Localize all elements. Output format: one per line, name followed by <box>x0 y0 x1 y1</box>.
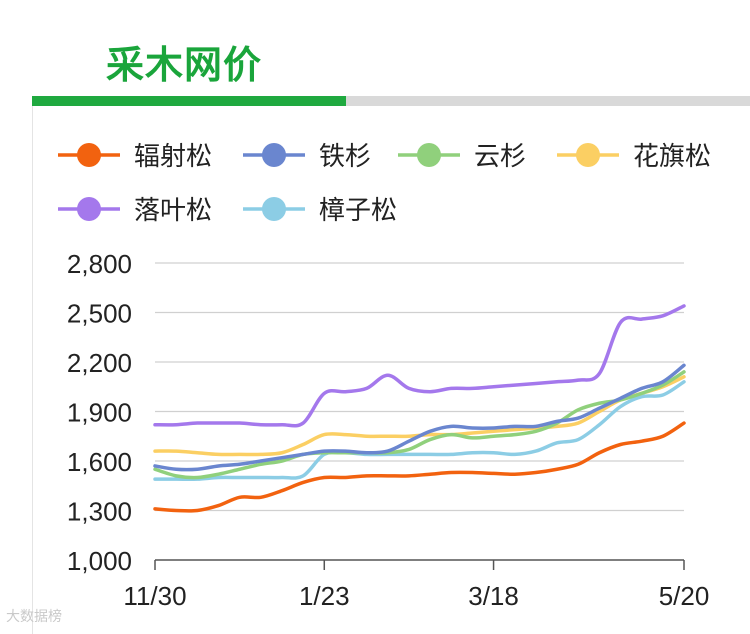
legend-label: 樟子松 <box>319 196 397 226</box>
legend-label: 云杉 <box>474 142 526 172</box>
legend-label: 铁杉 <box>319 142 371 172</box>
y-tick-label: 1,300 <box>67 497 132 527</box>
chart-panel <box>32 106 750 634</box>
legend-label: 花旗松 <box>633 142 711 172</box>
y-tick-label: 1,000 <box>67 546 132 576</box>
legend-swatch-dot <box>77 143 101 167</box>
tab-divider <box>346 96 750 106</box>
y-tick-label: 2,200 <box>67 348 132 378</box>
series-line <box>153 363 686 472</box>
series-line <box>153 380 686 482</box>
y-tick-label: 2,500 <box>67 299 132 329</box>
series-line <box>153 421 686 513</box>
chart-grid <box>155 262 684 561</box>
x-axis: 11/30 1/23 3/18 5/20 <box>123 560 709 611</box>
y-tick-label: 2,800 <box>67 249 132 279</box>
series-line <box>153 304 686 428</box>
x-tick-label: 1/23 <box>299 581 350 611</box>
legend-swatch-dot <box>576 143 600 167</box>
legend-label: 落叶松 <box>134 196 212 226</box>
y-axis: 1,000 1,300 1,600 1,900 2,200 2,500 2,800 <box>67 249 132 576</box>
series-lines <box>153 304 686 513</box>
page-title: 采木网价 <box>106 43 263 87</box>
legend-swatch-dot <box>77 197 101 221</box>
legend-swatch-dot <box>262 197 286 221</box>
active-tab-indicator <box>32 96 346 106</box>
series-line <box>153 370 686 480</box>
y-tick-label: 1,900 <box>67 398 132 428</box>
legend-swatch-dot <box>262 143 286 167</box>
x-tick-label: 11/30 <box>123 581 186 611</box>
legend-label: 辐射松 <box>134 142 212 172</box>
watermark: 大数据榜 <box>6 609 62 625</box>
x-tick-label: 3/18 <box>468 581 519 611</box>
x-tick-label: 5/20 <box>659 581 710 611</box>
y-tick-label: 1,600 <box>67 447 132 477</box>
legend-swatch-dot <box>417 143 441 167</box>
